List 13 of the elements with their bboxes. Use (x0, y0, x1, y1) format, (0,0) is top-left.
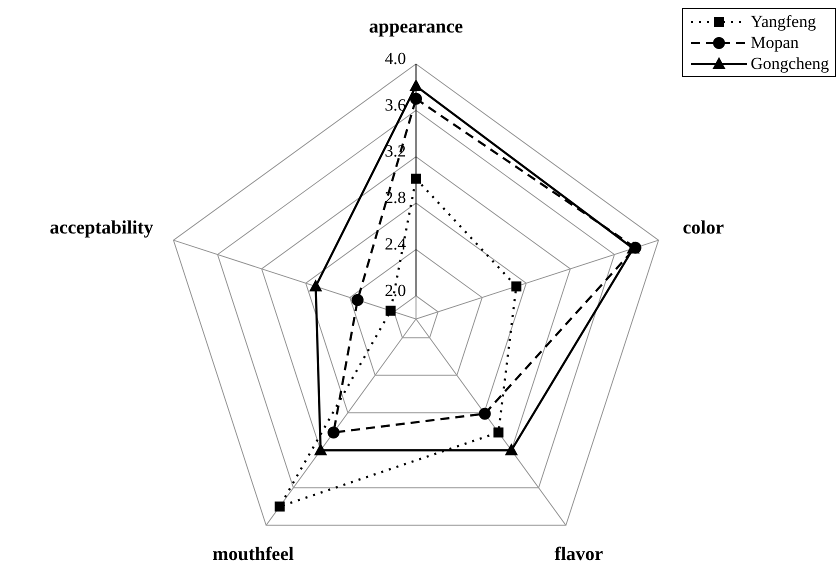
y-tick-label: 3.2 (384, 142, 406, 161)
spoke-label: flavor (554, 544, 604, 566)
spoke-label: appearance (369, 16, 463, 38)
legend-label: Gongcheng (750, 54, 829, 74)
legend-label: Mopan (750, 32, 799, 52)
y-tick-label: 2.4 (384, 234, 406, 254)
spoke-label: color (682, 217, 724, 238)
y-tick-label: 4.0 (384, 49, 406, 68)
spoke-label: mouthfeel (212, 544, 294, 566)
y-tick-label: 2.8 (384, 188, 406, 208)
spoke-label: acceptability (50, 217, 154, 238)
legend-label: Yangfeng (750, 12, 816, 32)
y-tick-label: 2.0 (384, 280, 406, 300)
